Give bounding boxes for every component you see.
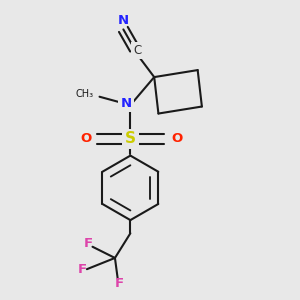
Text: S: S <box>125 131 136 146</box>
Text: O: O <box>171 132 182 145</box>
Text: F: F <box>78 263 87 276</box>
Text: N: N <box>118 14 129 27</box>
Text: N: N <box>121 97 132 110</box>
Text: F: F <box>115 277 124 290</box>
Text: C: C <box>133 44 142 57</box>
Text: O: O <box>80 132 91 145</box>
Text: CH₃: CH₃ <box>76 89 94 99</box>
Text: F: F <box>84 237 93 250</box>
